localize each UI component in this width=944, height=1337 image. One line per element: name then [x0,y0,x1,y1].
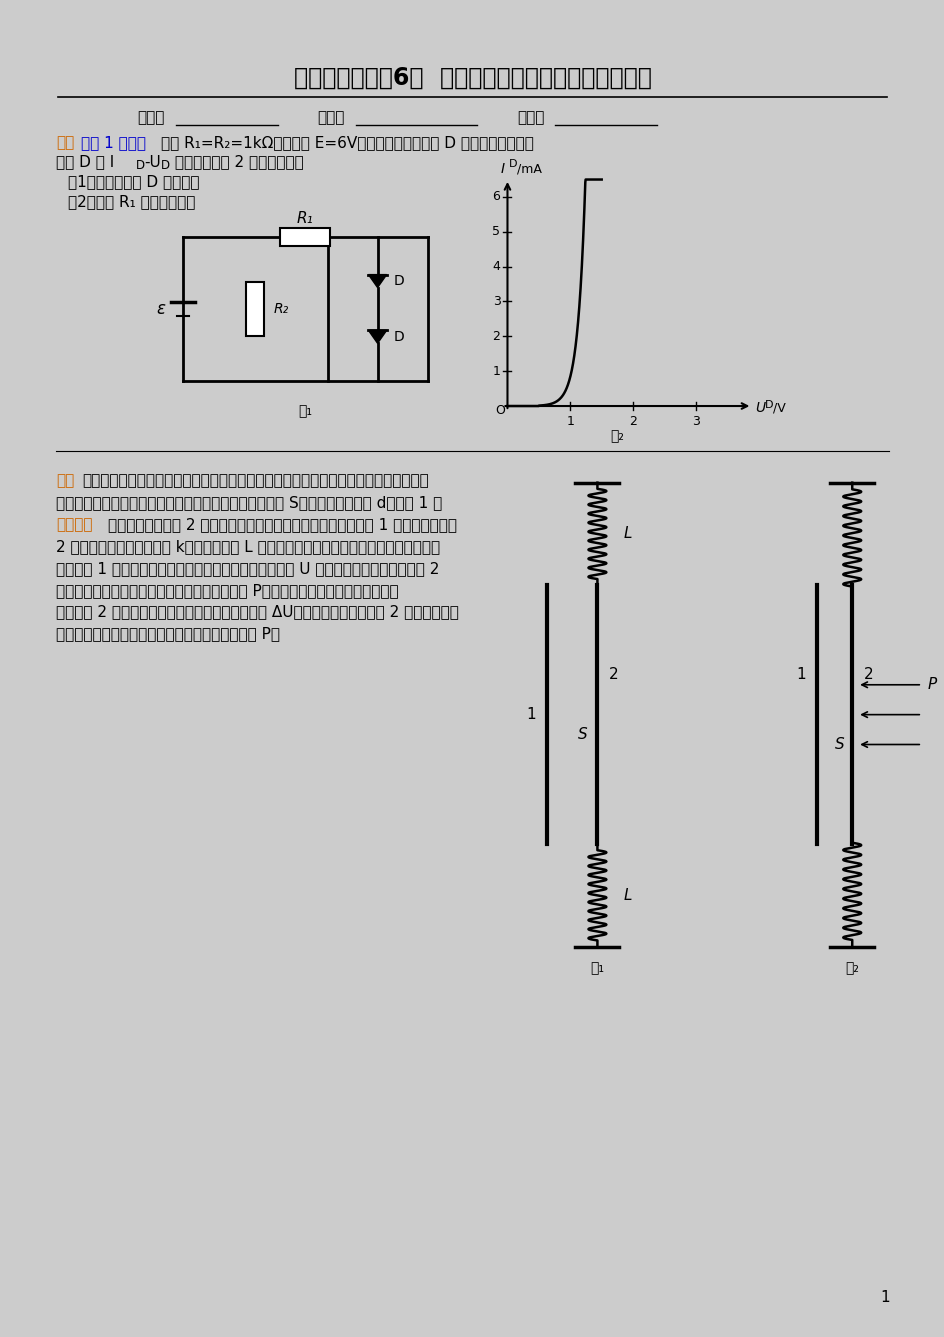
Text: 5: 5 [492,226,500,238]
Text: 二、: 二、 [56,473,74,488]
Text: 图₁: 图₁ [590,961,604,976]
Text: /V: /V [772,401,785,414]
Text: 座号：: 座号： [517,110,545,124]
Text: 2: 2 [492,330,500,342]
Text: /mA: /mA [517,163,542,175]
Text: 的右侧的整个表面上施以均匀的向左的待测压强 P；使两极之间的距离发生微小的变: 的右侧的整个表面上施以均匀的向左的待测压强 P；使两极之间的距离发生微小的变 [56,583,398,598]
Text: L: L [623,888,632,902]
Text: -U: -U [144,155,161,170]
Text: 3: 3 [492,295,500,308]
Text: D: D [765,400,773,410]
Text: 1: 1 [880,1289,889,1305]
Text: 图₂: 图₂ [610,429,624,443]
Text: L: L [623,527,632,541]
Text: 定不动，: 定不动， [56,517,93,532]
Text: 2: 2 [863,667,872,682]
Text: D: D [508,159,516,168]
Text: 1: 1 [796,667,805,682]
Text: 1: 1 [492,365,500,377]
Text: U: U [754,401,765,414]
Text: I: I [499,162,504,176]
Text: R₂: R₂ [273,302,288,316]
Text: 6: 6 [492,190,500,203]
Text: 的两个极板竖直放置在光滑的水平平台上，极板的面积为 S，极板间的距离为 d。极板 1 固: 的两个极板竖直放置在光滑的水平平台上，极板的面积为 S，极板间的距离为 d。极板… [56,495,442,511]
Text: 图₂: 图₂ [844,961,858,976]
Text: 图₁: 图₁ [297,404,312,418]
Text: 固定。图 1 是这一装置的俯视图。先将电容器充电至电压 U 后即与电源断开，再在极板 2: 固定。图 1 是这一装置的俯视图。先将电容器充电至电压 U 后即与电源断开，再在… [56,560,439,576]
Text: 化，如图 2 所示。测得此时电容器的电压改变量为 ΔU。设作用在电容器极板 2 上的静电作用: 化，如图 2 所示。测得此时电容器的电压改变量为 ΔU。设作用在电容器极板 2 … [56,604,458,619]
Text: D: D [393,274,404,287]
Text: 特性曲线如图 2 所示。试求：: 特性曲线如图 2 所示。试求： [170,155,303,170]
Text: （2）电阻 R₁ 消耗的功率。: （2）电阻 R₁ 消耗的功率。 [68,194,195,210]
Text: P: P [926,678,936,693]
Text: （1）通过二极管 D 的电流；: （1）通过二极管 D 的电流； [68,175,199,190]
Text: 高二物理竞赛（6）  静电场、稳恒电流和物质的导电性: 高二物理竞赛（6） 静电场、稳恒电流和物质的导电性 [294,66,650,90]
FancyBboxPatch shape [245,282,264,337]
Text: 电阻 R₁=R₂=1kΩ，电动势 E=6V，两个相同的二极管 D 串联在电路中，二: 电阻 R₁=R₂=1kΩ，电动势 E=6V，两个相同的二极管 D 串联在电路中，… [160,135,533,150]
Text: R₁: R₁ [296,211,313,226]
Text: D: D [160,159,170,171]
Text: D: D [136,159,144,171]
Text: 1: 1 [565,414,574,428]
Text: 极管 D 的 I: 极管 D 的 I [56,155,114,170]
Text: 姓名：: 姓名： [317,110,345,124]
Text: 如图 1 所示，: 如图 1 所示， [80,135,145,150]
Text: O: O [495,405,505,417]
Text: 一、: 一、 [56,135,74,150]
Text: 4: 4 [492,261,500,273]
Text: S: S [577,727,586,742]
Text: D: D [393,330,404,344]
FancyBboxPatch shape [279,227,329,246]
Polygon shape [368,330,386,344]
Text: ε: ε [156,299,165,318]
Polygon shape [368,274,386,287]
Text: 1: 1 [526,707,535,722]
Text: 力不致引起弹簧的可测量到的形变，试求待测压强 P。: 力不致引起弹簧的可测量到的形变，试求待测压强 P。 [56,627,279,642]
Text: 与周围绝缘；极板 2 接地，且可在水平平台上滑动并始终与极板 1 保持平行。极板: 与周围绝缘；极板 2 接地，且可在水平平台上滑动并始终与极板 1 保持平行。极板 [108,517,456,532]
Text: 2 的两个侧边与劲度系数为 k、自然长度为 L 的两个完全相同的弹簧相连。两弹簧的另一端: 2 的两个侧边与劲度系数为 k、自然长度为 L 的两个完全相同的弹簧相连。两弹簧… [56,539,440,554]
Text: 2: 2 [608,667,617,682]
Text: 某些非电磁量的测量是可以通过一些相应的装置转化为电磁量来测量的。一平板电容器: 某些非电磁量的测量是可以通过一些相应的装置转化为电磁量来测量的。一平板电容器 [82,473,428,488]
Text: 2: 2 [629,414,636,428]
Text: S: S [834,737,844,751]
Text: 3: 3 [691,414,700,428]
Text: 班级：: 班级： [138,110,165,124]
